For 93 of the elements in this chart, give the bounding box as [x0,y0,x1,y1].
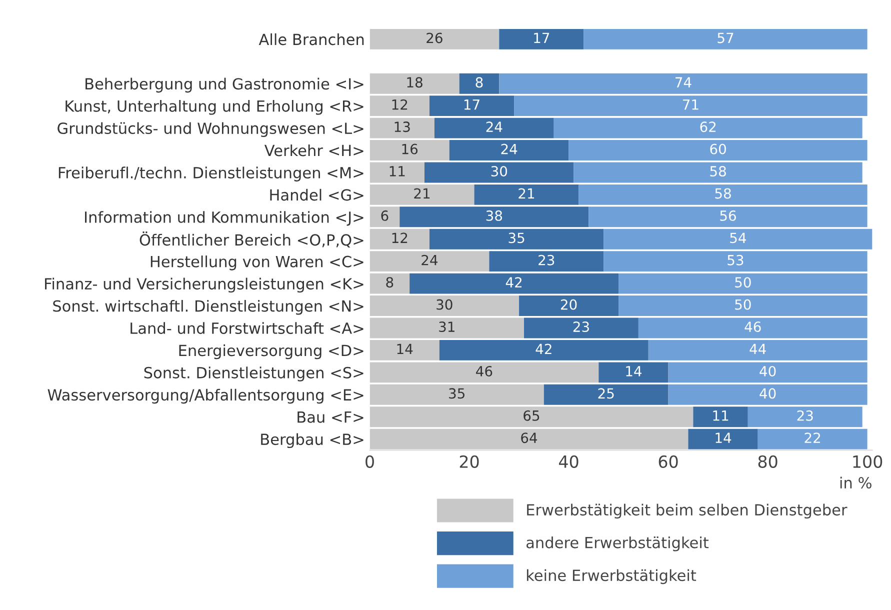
y-tick-label: Land- und Forstwirtschaft <A> [130,322,364,334]
x-tick-label: 100 [853,455,882,468]
data-label: 26 [426,32,442,44]
data-label: 8 [386,277,394,288]
y-tick-label: Energieversorgung <D> [179,344,364,360]
data-label: 65 [524,410,540,421]
data-label: 8 [476,77,483,88]
bar [544,384,668,405]
data-label: 71 [682,100,698,110]
y-tick-label: Bau <F> [298,412,364,423]
data-label: 24 [486,122,502,132]
y-tick-label: Öffentlicher Bereich <O,P,Q> [140,232,364,248]
bar [688,428,758,450]
y-tick-label: Handel <G> [270,188,364,201]
data-label: 53 [728,254,744,266]
bar [370,28,500,50]
y-tick-label: Kunst, Unterhaltung und Erholung <R> [66,100,364,115]
data-label: 22 [804,432,820,443]
data-label: 16 [402,144,418,154]
data-label: 74 [676,77,692,88]
data-label: 56 [720,210,736,221]
bar [370,318,524,338]
data-label: 30 [491,166,508,176]
data-label: 40 [760,366,776,376]
bar [638,318,868,338]
data-label: 57 [718,32,734,44]
data-label: 24 [422,254,438,266]
y-tick-label: Freiberufl./techn. Dienstleistungen <M> [58,166,364,182]
data-label: 24 [501,144,518,154]
data-label: 23 [538,254,554,266]
data-label: 18 [407,77,422,88]
data-label: 35 [449,388,464,399]
bar [370,428,688,450]
data-label: 38 [486,210,502,221]
x-tick-label: 60 [658,455,678,468]
y-tick-label: Grundstücks- und Wohnungswesen <L> [58,122,364,138]
data-label: 20 [560,299,577,310]
bar [758,428,868,450]
data-label: 25 [598,388,614,399]
x-tick-label: 80 [758,455,778,468]
data-label: 54 [730,232,746,244]
y-tick-label: Alle Branchen [258,33,364,46]
y-tick-label: Sonst. wirtschaftl. Dienstleistungen <N> [53,300,364,315]
data-label: 42 [506,277,522,288]
data-label: 35 [508,232,524,244]
data-label: 42 [536,344,552,354]
x-axis-title: in % [840,476,872,489]
data-label: 50 [735,299,751,310]
data-label: 13 [394,122,410,132]
data-label: 12 [392,232,408,243]
data-label: 50 [735,277,751,288]
data-label: 6 [381,210,388,221]
y-tick-label: Verkehr <H> [264,144,364,156]
data-label: 44 [750,344,766,354]
data-label: 30 [436,299,452,310]
data-label: 17 [464,100,480,110]
data-label: 14 [716,432,732,443]
data-label: 31 [439,322,454,332]
data-label: 11 [713,410,728,421]
data-label: 64 [521,432,538,444]
y-tick-label: Wasserversorgung/Abfallentsorgung <E> [48,388,364,404]
bar [499,28,584,50]
data-label: 40 [760,388,776,399]
legend-label: keine Erwerbstätigkeit [526,569,696,584]
data-label: 17 [534,32,550,43]
data-label: 21 [518,188,534,199]
data-label: 14 [397,344,413,354]
data-label: 23 [797,410,813,421]
y-tick-label: Finanz- und Versicherungsleistungen <K> [45,278,364,293]
data-label: 14 [626,366,642,376]
x-tick-label: 0 [366,455,374,468]
data-label: 46 [744,322,761,332]
x-tick-label: 40 [558,455,578,468]
bar [524,318,638,338]
y-tick-label: Information und Kommunikation <J> [85,211,364,226]
y-tick-label: Bergbau <B> [261,433,364,448]
bar [584,28,868,50]
y-tick-label: Sonst. Dienstleistungen <S> [144,366,364,382]
legend-label: andere Erwerbstätigkeit [526,536,709,552]
bar [693,406,748,428]
data-label: 23 [573,322,589,332]
legend-label: Erwerbstätigkeit beim selben Dienstgeber [527,504,848,519]
data-label: 58 [715,188,731,199]
data-label: 46 [476,366,492,376]
data-label: 12 [392,99,408,110]
y-tick-label: Beherbergung und Gastronomie <I> [86,78,364,93]
x-tick-label: 20 [460,455,479,468]
data-label: 21 [414,188,430,199]
data-label: 62 [700,122,716,132]
y-tick-label: Herstellung von Waren <C> [150,256,364,270]
data-label: 11 [390,166,405,176]
data-label: 58 [710,166,726,176]
data-label: 60 [710,144,726,154]
